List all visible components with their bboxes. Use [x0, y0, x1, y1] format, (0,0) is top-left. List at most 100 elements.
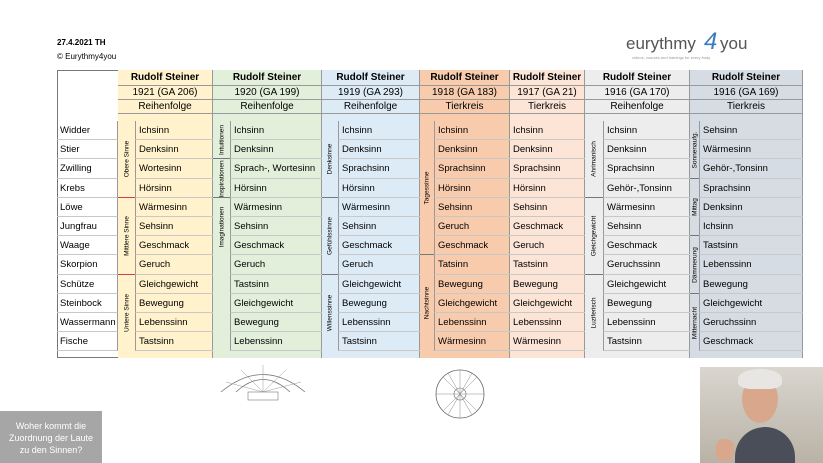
group-divider	[420, 254, 434, 256]
sketch	[220, 365, 306, 401]
sign-cell: Zwilling	[57, 159, 118, 179]
sense-cell: Wärmesinn	[135, 197, 213, 217]
sense-cell: Lebenssinn	[699, 255, 803, 275]
sign-cell: Widder	[57, 121, 118, 141]
sense-cell: Sehsinn	[135, 217, 213, 237]
header-cell: 1916 (GA 170)	[585, 86, 690, 100]
header-cell: Rudolf Steiner	[322, 70, 420, 86]
date: 27.4.2021 TH	[57, 38, 106, 47]
sense-cell: Hörsinn	[135, 178, 213, 198]
sense-cell: Sprach-, Wortesinn	[230, 159, 322, 179]
sense-cell: Ichsinn	[699, 217, 803, 237]
header-cell: Rudolf Steiner	[690, 70, 803, 86]
sense-cell: Ichsinn	[434, 121, 510, 141]
sense-cell: Gleichgewicht	[338, 274, 420, 294]
sense-cell: Gleichgewicht	[510, 294, 585, 313]
header-cell: 1917 (GA 21)	[510, 86, 585, 100]
column-bg	[585, 70, 690, 359]
group-label: Gleichgewicht	[590, 215, 598, 257]
header-cell: Reihenfolge	[118, 100, 213, 114]
group-divider	[118, 196, 135, 198]
group-divider	[213, 158, 230, 160]
sense-cell: Hörsinn	[338, 178, 420, 198]
sense-cell: Lebenssinn	[135, 313, 213, 333]
sense-cell: Wärmesinn	[603, 197, 690, 217]
logo-word: eurythmy	[626, 34, 696, 53]
sense-cell: Geruchssinn	[699, 313, 803, 333]
header-cell: Reihenfolge	[213, 100, 322, 114]
sense-cell: Tastsinn	[230, 274, 322, 294]
header-cell: Rudolf Steiner	[118, 70, 213, 86]
sense-cell: Geruch	[510, 236, 585, 256]
sense-cell: Sehsinn	[699, 121, 803, 141]
logo: eurythmy 4 you videos, courses and train…	[612, 28, 772, 70]
group-label: Ahrimanisch	[590, 141, 598, 178]
sense-cell: Geschmack	[230, 236, 322, 256]
sense-cell: Tastsinn	[338, 332, 420, 352]
sense-cell: Geschmack	[603, 236, 690, 256]
group-label: Dämmerung	[691, 247, 698, 283]
group-divider	[322, 273, 338, 275]
person-hair	[738, 369, 782, 389]
sense-cell: Hörsinn	[434, 178, 510, 198]
person-hand	[716, 439, 734, 461]
sense-cell: Sehsinn	[510, 198, 585, 217]
sense-cell: Geruch	[135, 255, 213, 275]
sense-cell: Wärmesinn	[230, 197, 322, 217]
sign-cell: Löwe	[57, 197, 118, 217]
header-cell: Reihenfolge	[322, 100, 420, 114]
group-label: Obere Sinne	[123, 141, 130, 178]
sense-cell: Sprachsinn	[699, 178, 803, 198]
column-bg	[420, 70, 510, 359]
logo-tagline: videos, courses and trainings for every …	[632, 55, 711, 60]
sense-cell: Lebenssinn	[603, 313, 690, 333]
sense-cell: Tastsinn	[135, 332, 213, 352]
header-cell: Rudolf Steiner	[213, 70, 322, 86]
group-label: Tagessinne	[423, 171, 431, 205]
sense-cell: Geschmack	[135, 236, 213, 256]
sense-cell: Lebenssinn	[510, 313, 585, 333]
header-cell: Tierkreis	[510, 100, 585, 114]
sense-cell: Sehsinn	[603, 217, 690, 237]
group-label: Mitternacht	[691, 306, 698, 339]
sense-cell: Lebenssinn	[338, 313, 420, 333]
column-bg	[118, 70, 213, 359]
sense-cell: Ichsinn	[338, 121, 420, 141]
sense-cell: Denksinn	[338, 140, 420, 160]
webcam	[700, 367, 823, 463]
group-label: Imaginationen	[218, 206, 225, 248]
sense-cell: Bewegung	[603, 293, 690, 313]
sense-cell: Gleichgewicht	[135, 274, 213, 294]
sign-cell: Jungfrau	[57, 217, 118, 237]
sense-cell: Gleichgewicht	[699, 293, 803, 313]
group-label: Luziferisch	[590, 297, 598, 329]
sense-cell: Denksinn	[230, 140, 322, 160]
sense-cell: Geruch	[338, 255, 420, 275]
logo-number: 4	[704, 28, 718, 55]
sense-cell: Ichsinn	[135, 121, 213, 141]
person-body	[735, 427, 795, 463]
sense-cell: Geschmack	[510, 217, 585, 237]
sense-cell: Sprachsinn	[603, 159, 690, 179]
column-bg	[510, 70, 585, 359]
header-cell: 1921 (GA 206)	[118, 86, 213, 100]
sense-cell: Sehsinn	[230, 217, 322, 237]
sense-cell: Sprachsinn	[434, 159, 510, 179]
sense-cell: Tatsinn	[434, 255, 510, 275]
group-label: Sonnenaufg.	[691, 131, 698, 169]
sense-cell: Hörsinn	[230, 178, 322, 198]
sign-cell: Wassermann	[57, 313, 118, 333]
sense-cell: Sehsinn	[434, 197, 510, 217]
sense-cell: Denksinn	[434, 140, 510, 160]
sense-cell: Wärmesinn	[699, 140, 803, 160]
group-label: Mittag	[691, 198, 698, 217]
header-cell: 1918 (GA 183)	[420, 86, 510, 100]
sense-cell: Bewegung	[338, 293, 420, 313]
sense-cell: Denksinn	[603, 140, 690, 160]
sign-cell: Waage	[57, 236, 118, 256]
group-divider	[690, 177, 699, 179]
group-label: Gefühlssinne	[326, 217, 334, 256]
sense-cell: Geruchssinn	[603, 255, 690, 275]
sense-cell: Lebenssinn	[230, 332, 322, 352]
sign-cell: Krebs	[57, 178, 118, 198]
